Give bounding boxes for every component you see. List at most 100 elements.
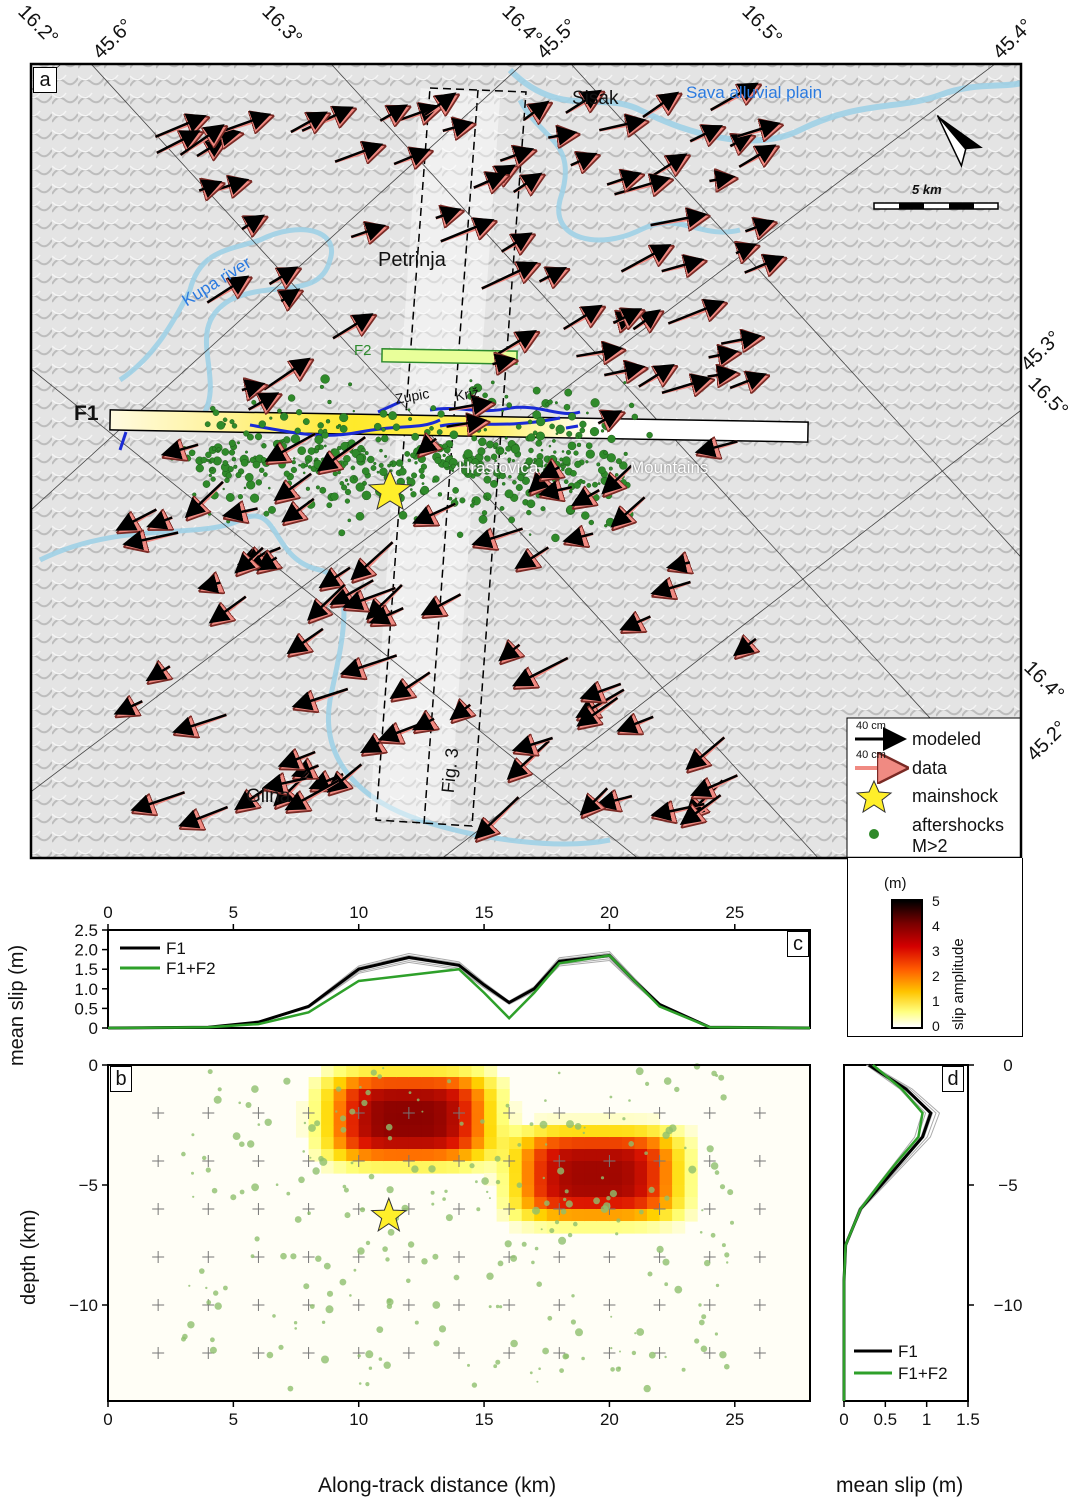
grid-cross [202, 1203, 215, 1215]
slip-cell [571, 1173, 585, 1186]
slip-cell [408, 1125, 422, 1138]
aftershock-dot [564, 1189, 569, 1194]
slip-cell [609, 1113, 623, 1126]
aftershock-dot [564, 388, 573, 397]
aftershock-dot [586, 482, 592, 488]
aftershock-dot [398, 467, 407, 476]
aftershock-dot [280, 412, 289, 421]
chart-b-ytick-label: 0 [89, 1056, 98, 1075]
modeled-arrow [247, 392, 280, 411]
aftershock-dot [557, 496, 561, 500]
aftershock-dot [490, 453, 498, 460]
aftershock-dot [552, 438, 556, 443]
colorbar-tick: 4 [932, 918, 940, 934]
aftershock-dot [202, 1155, 207, 1161]
colorbar-unit: (m) [884, 875, 907, 892]
aftershock-dot [636, 1328, 645, 1336]
slip-cell [534, 1137, 548, 1150]
aftershock-dot [280, 1252, 287, 1260]
legend-modeled: modeled [912, 729, 982, 749]
slip-cell [484, 1149, 498, 1162]
slip-cell [596, 1149, 610, 1162]
grid-cross [553, 1347, 566, 1359]
aftershock-dot [494, 459, 497, 463]
modeled-arrow [642, 91, 680, 119]
aftershock-dot [664, 1282, 669, 1287]
slip-cell [634, 1173, 648, 1186]
grid-cross [152, 1251, 165, 1263]
aftershock-dot [566, 1120, 574, 1129]
aftershock-dot [350, 465, 356, 471]
aftershock-dot [549, 423, 555, 430]
aftershock-dot [228, 449, 236, 456]
aftershock-dot [510, 444, 521, 454]
slip-cell [496, 1209, 510, 1222]
slip-cell [634, 1125, 648, 1138]
aftershock-dot [326, 502, 333, 509]
grid-cross [653, 1251, 666, 1263]
modeled-arrow [440, 217, 495, 243]
aftershock-dot [662, 1258, 670, 1266]
aftershock-dot [419, 473, 425, 479]
place-mountains: Mountains [630, 458, 709, 477]
aftershock-dot [495, 1179, 501, 1185]
modeled-arrow [576, 341, 624, 362]
aftershock-dot [560, 1208, 567, 1215]
aftershock-dot [325, 419, 331, 424]
chart-c-xtick-label: 15 [475, 903, 494, 922]
chart-c-xtick-label: 5 [229, 903, 238, 922]
aftershock-dot [339, 480, 345, 486]
modeled-arrow [206, 275, 250, 304]
modeled-arrow [268, 266, 299, 286]
aftershock-dot [342, 1184, 347, 1189]
aftershock-dot [335, 425, 340, 429]
slip-cell [371, 1149, 385, 1162]
aftershock-dot [699, 1231, 703, 1234]
map-frame [29, 62, 1023, 860]
slip-cell [383, 1077, 397, 1090]
aftershock-dot [228, 439, 236, 447]
aftershock-dot [581, 1356, 585, 1361]
aftershock-dot [548, 444, 552, 448]
aftershock-dot [430, 1190, 435, 1195]
aftershock-dot [389, 461, 394, 465]
slip-cell [471, 1065, 485, 1078]
aftershock-dot [504, 436, 508, 440]
aftershock-dot [424, 437, 428, 441]
chart-c-xtick-label: 0 [103, 903, 112, 922]
grid-cross [402, 1251, 415, 1263]
grid-cross [453, 1107, 465, 1119]
grid-cross [703, 1107, 716, 1119]
grid-cross [753, 1203, 766, 1215]
modeled-arrow [679, 794, 722, 825]
slip-cell [609, 1209, 623, 1222]
slip-cell [446, 1077, 460, 1090]
aftershock-dot [411, 472, 418, 479]
aftershock-dot [226, 519, 231, 524]
grid-cross [252, 1347, 265, 1359]
modeled-arrow [606, 169, 642, 189]
grid-cross [352, 1155, 365, 1167]
aftershock-dot [212, 409, 220, 417]
slip-cell [296, 1113, 310, 1126]
slip-cell [622, 1113, 636, 1126]
aftershock-dot [604, 524, 608, 528]
slip-cell [622, 1125, 636, 1138]
colorbar-tick: 1 [932, 993, 940, 1009]
aftershock-dot [263, 510, 270, 517]
legend-aftershocks-mag: M>2 [912, 836, 948, 856]
grid-cross [503, 1203, 516, 1215]
aftershock-dot [231, 423, 238, 429]
modeled-arrow [710, 82, 759, 112]
grid-cross [402, 1347, 415, 1359]
chart-b-ytick-label: −5 [79, 1176, 98, 1195]
aftershock-dot [287, 1385, 294, 1392]
slip-cell [559, 1221, 573, 1234]
aftershock-dot [494, 1155, 501, 1162]
grid-cross [503, 1107, 516, 1119]
aftershock-dot [382, 1246, 388, 1252]
aftershock-dot [266, 1351, 274, 1359]
aftershock-dot [361, 490, 372, 501]
modeled-arrow [579, 787, 609, 816]
aftershock-dot [307, 1211, 311, 1215]
